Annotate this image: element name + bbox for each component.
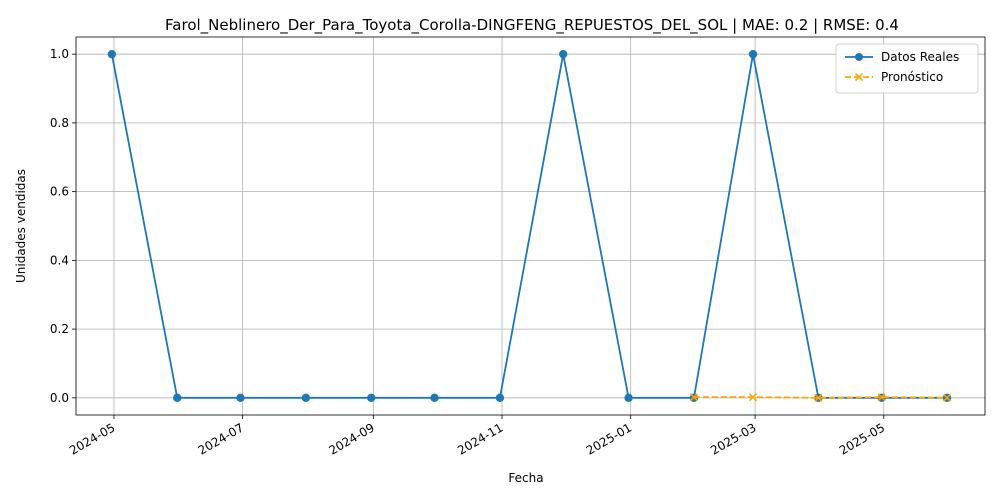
forecast-point [689, 393, 699, 402]
legend-label-datos-reales: Datos Reales [881, 50, 959, 64]
y-tick-label: 0.6 [50, 185, 69, 199]
data-point [173, 393, 182, 403]
data-point [301, 393, 311, 403]
forecast-marker-stroke [689, 393, 699, 402]
data-point [748, 49, 758, 59]
y-axis: 0.0 0.2 0.4 0.6 0.8 1.0 [50, 47, 76, 405]
legend-marker-datos-reales [855, 53, 863, 61]
legend-label-pronostico: Pronóstico [881, 70, 943, 84]
forecast-point [942, 393, 952, 402]
forecast-marker-stroke [748, 393, 758, 402]
plot-area [107, 49, 952, 403]
forecast-marker-stroke [814, 393, 823, 402]
legend: Datos Reales Pronóstico [835, 43, 979, 94]
y-tick-label: 1.0 [50, 47, 69, 61]
axes-border [75, 36, 986, 416]
forecast-marker-stroke [942, 393, 952, 402]
grid [76, 37, 985, 415]
data-point [558, 49, 568, 59]
series-line-1 [693, 396, 948, 399]
forecast-marker-stroke [877, 393, 886, 402]
y-tick-label: 0.2 [50, 322, 69, 336]
y-axis-label: Unidades vendidas [14, 169, 28, 283]
y-tick-label: 0.0 [50, 391, 69, 405]
data-point [624, 393, 633, 403]
series-line-0 [110, 54, 948, 399]
y-tick-label: 0.8 [50, 116, 69, 130]
x-axis-label: Fecha [508, 471, 543, 485]
forecast-point [814, 393, 823, 402]
forecast-point [748, 393, 758, 402]
forecast-point [877, 393, 886, 402]
legend-marker-pronostico [854, 72, 864, 82]
y-tick-label: 0.4 [50, 253, 69, 267]
data-point [367, 393, 376, 403]
data-point [236, 393, 245, 403]
chart-title: Farol_Neblinero_Der_Para_Toyota_Corolla-… [165, 16, 899, 35]
legend-x-stroke [854, 72, 864, 82]
data-point [495, 393, 505, 403]
axes-frame [75, 36, 986, 416]
data-point [430, 393, 439, 403]
data-point [107, 49, 117, 59]
